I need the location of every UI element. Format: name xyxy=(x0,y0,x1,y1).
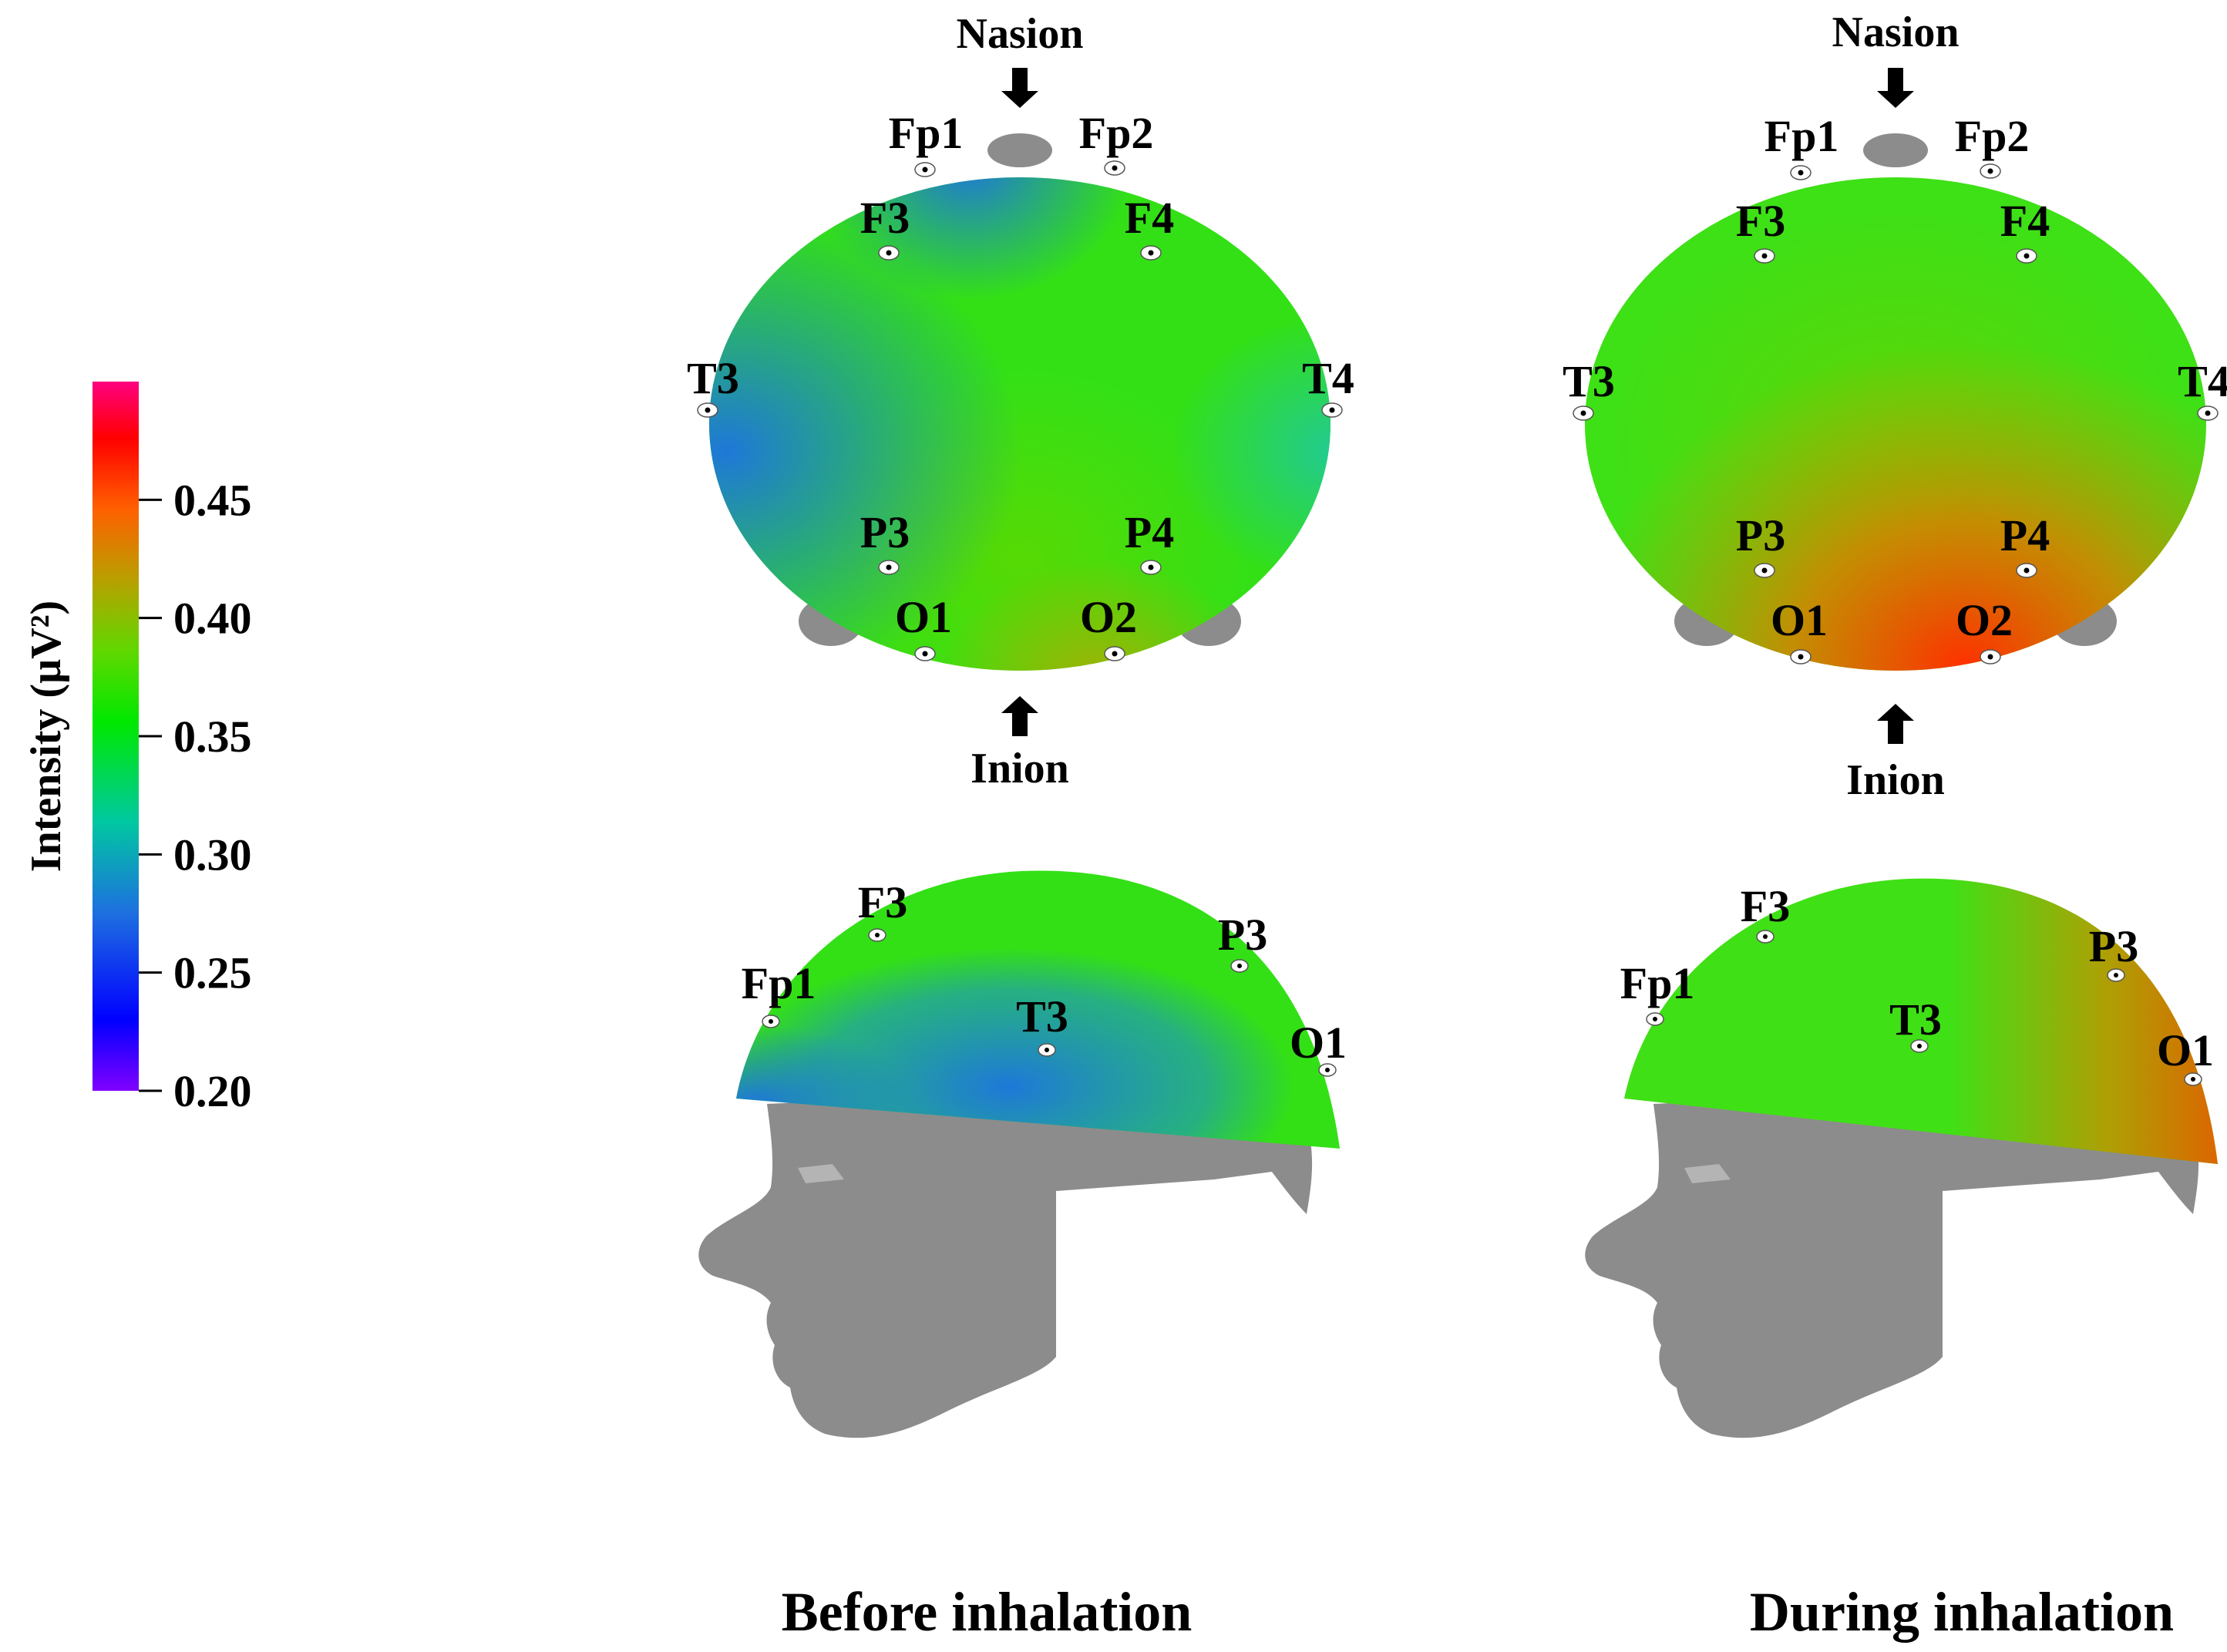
electrode-label: F4 xyxy=(1125,193,1174,243)
electrode-label: Fp2 xyxy=(1955,111,2030,161)
electrode-center xyxy=(1987,168,1993,174)
colorbar-tick-label: 0.25 xyxy=(173,948,252,998)
electrode-center xyxy=(1148,564,1154,570)
eye-shape xyxy=(1684,1164,1731,1183)
electrode-center xyxy=(1763,934,1768,939)
electrode-center xyxy=(922,651,928,657)
electrode-center xyxy=(1112,651,1118,657)
electrode-center xyxy=(1798,170,1804,176)
electrode-label: T3 xyxy=(1563,356,1615,406)
head-silhouette xyxy=(1585,1102,2199,1438)
electrode-center xyxy=(1325,1068,1330,1072)
electrode-label: T3 xyxy=(1889,994,1942,1045)
electrode-label: T3 xyxy=(687,353,739,403)
top-view-before: Nasion Inion Fp1 Fp2 F3 F4 T3 T4 P3 P4 O1 O2 xyxy=(687,10,1354,792)
caption-during: During inhalation xyxy=(1750,1581,2174,1643)
inion-label: Inion xyxy=(1846,756,1945,804)
electrode-center xyxy=(1761,253,1768,259)
electrode-label: F4 xyxy=(2000,196,2050,246)
electrode-center xyxy=(705,407,711,413)
electrode-center xyxy=(1761,567,1768,574)
colorbar-tick-label: 0.30 xyxy=(173,829,252,880)
colorbar-title: Intensity (µV²) xyxy=(22,601,70,872)
electrode-label: Fp2 xyxy=(1079,108,1154,158)
colorbar: 0.45 0.40 0.35 0.30 0.25 0.20 Intensity (µV²) xyxy=(22,382,252,1116)
electrode-center xyxy=(2023,567,2030,574)
head-silhouette xyxy=(698,1102,1313,1438)
electrode-center xyxy=(922,167,928,173)
electrode-center xyxy=(1917,1044,1922,1048)
nasion-arrow xyxy=(1001,68,1038,108)
top-electrodes-before: Fp1 Fp2 F3 F4 T3 T4 P3 P4 O1 O2 xyxy=(687,108,1354,661)
electrode-label: O1 xyxy=(1290,1018,1347,1068)
top-view-during: Nasion Inion Fp1 Fp2 F3 F4 T3 T4 P3 P4 O1 O2 xyxy=(1563,8,2227,804)
electrode-label: F3 xyxy=(860,193,910,243)
electrode-center xyxy=(1045,1048,1049,1052)
side-electrodes-before: F3 Fp1 T3 P3 O1 xyxy=(742,877,1347,1077)
electrode-label: F3 xyxy=(858,877,907,927)
electrode-center xyxy=(2023,253,2030,259)
electrode-label: O2 xyxy=(1080,592,1137,642)
electrode-center xyxy=(886,250,892,256)
electrode-label: P4 xyxy=(2000,510,2050,560)
colorbar-tick-label: 0.20 xyxy=(173,1066,252,1116)
electrode-label: T4 xyxy=(2178,356,2227,406)
electrode-label: O1 xyxy=(2157,1025,2214,1075)
colorbar-gradient xyxy=(93,382,139,1091)
caption-before: Before inhalation xyxy=(782,1581,1193,1643)
electrode-center xyxy=(1148,250,1154,256)
inion-arrow xyxy=(1001,696,1038,736)
electrode-label: Fp1 xyxy=(742,958,816,1008)
inion-label: Inion xyxy=(971,745,1069,792)
side-view-before: F3 Fp1 T3 P3 O1 xyxy=(698,870,1347,1438)
electrode-label: T3 xyxy=(1016,991,1068,1041)
electrode-label: Fp1 xyxy=(889,108,964,158)
topomap-during xyxy=(1585,177,2206,671)
electrode-label: P3 xyxy=(1736,510,1785,560)
electrode-center xyxy=(1329,407,1335,413)
electrode-label: P3 xyxy=(860,507,910,557)
nasion-label: Nasion xyxy=(1832,8,1960,56)
electrode-label: O1 xyxy=(895,592,952,642)
electrode-center xyxy=(769,1019,773,1024)
electrode-label: P3 xyxy=(2089,921,2138,971)
colorbar-tick-label: 0.45 xyxy=(173,475,252,525)
top-electrodes-during: Fp1 Fp2 F3 F4 T3 T4 P3 P4 O1 O2 xyxy=(1563,111,2227,665)
electrode-center xyxy=(1987,654,1993,660)
electrode-label: F3 xyxy=(1741,881,1790,931)
electrode-center xyxy=(1112,165,1118,171)
electrode-center xyxy=(1580,410,1586,416)
eye-shape xyxy=(798,1164,844,1183)
electrode-center xyxy=(886,564,892,570)
colorbar-tick-label: 0.40 xyxy=(173,594,252,644)
electrode-center xyxy=(2205,410,2211,416)
side-view-during: F3 Fp1 T3 P3 O1 xyxy=(1585,878,2218,1438)
electrode-label: Fp1 xyxy=(1764,111,1839,161)
side-electrodes-during: F3 Fp1 T3 P3 O1 xyxy=(1620,881,2214,1086)
topomap-before xyxy=(709,177,1330,671)
electrode-label: P4 xyxy=(1125,507,1174,557)
electrode-label: P3 xyxy=(1218,910,1267,960)
electrode-center xyxy=(2191,1077,2195,1082)
inion-arrow xyxy=(1877,704,1914,744)
electrode-label: F3 xyxy=(1736,196,1785,246)
electrode-center xyxy=(1653,1017,1657,1021)
nasion-label: Nasion xyxy=(957,10,1084,58)
electrode-label: O1 xyxy=(1771,595,1828,645)
electrode-center xyxy=(1798,654,1804,660)
electrode-center xyxy=(2114,973,2118,977)
electrode-label: O2 xyxy=(1956,595,2013,645)
electrode-label: Fp1 xyxy=(1620,958,1695,1008)
nose-bump xyxy=(1863,133,1928,167)
electrode-label: T4 xyxy=(1302,353,1354,403)
nose-bump xyxy=(987,133,1052,167)
nasion-arrow xyxy=(1877,68,1914,108)
colorbar-ticks: 0.45 0.40 0.35 0.30 0.25 0.20 xyxy=(139,475,252,1116)
colorbar-tick-label: 0.35 xyxy=(173,712,252,762)
electrode-center xyxy=(1237,964,1242,968)
electrode-center xyxy=(875,933,880,937)
